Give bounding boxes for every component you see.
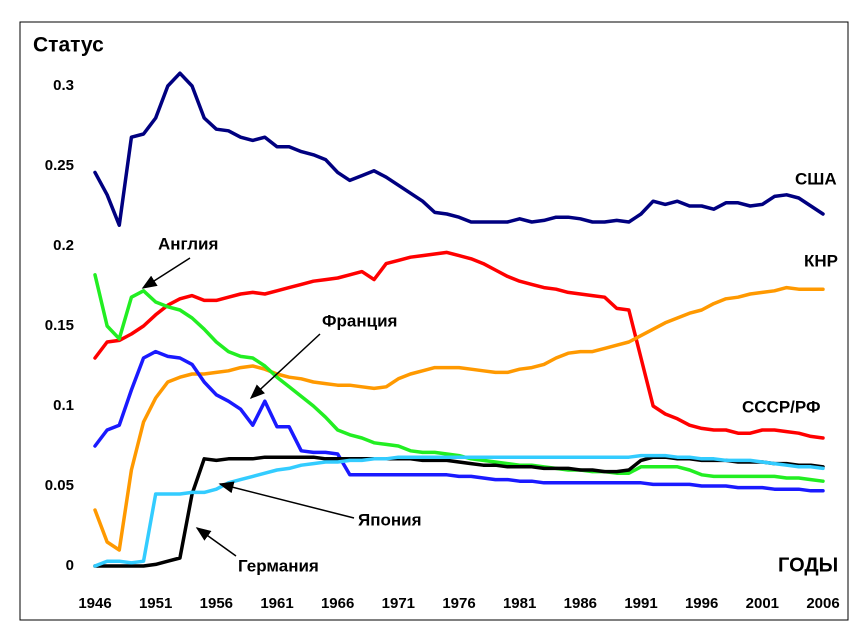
y-tick-label: 0.05 bbox=[45, 477, 74, 494]
series-line bbox=[93, 285, 825, 552]
annotation-arrow bbox=[249, 333, 321, 400]
x-tick-label: 1976 bbox=[442, 595, 475, 612]
series-label: КНР bbox=[804, 251, 838, 270]
y-axis-label: Статус bbox=[33, 34, 104, 57]
series-line bbox=[93, 453, 825, 568]
x-tick-label: 1986 bbox=[564, 595, 597, 612]
series-line bbox=[93, 250, 825, 440]
series-line bbox=[93, 349, 825, 493]
series-label: СССР/РФ bbox=[742, 397, 821, 416]
annotation-arrow bbox=[141, 257, 191, 289]
x-tick-label: 2006 bbox=[806, 595, 839, 612]
series-label: Франция bbox=[322, 311, 397, 330]
y-tick-label: 0.2 bbox=[53, 237, 74, 254]
frame bbox=[19, 21, 849, 621]
series-label: США bbox=[795, 169, 837, 188]
annotation-arrow bbox=[195, 527, 237, 557]
series-label: Германия bbox=[238, 556, 319, 575]
series-label: Англия bbox=[158, 234, 218, 253]
annotation-arrow bbox=[218, 481, 355, 519]
x-tick-label: 1961 bbox=[260, 595, 293, 612]
x-tick-label: 1946 bbox=[78, 595, 111, 612]
y-tick-label: 0.25 bbox=[45, 157, 74, 174]
x-tick-label: 1996 bbox=[685, 595, 718, 612]
x-tick-label: 1991 bbox=[624, 595, 657, 612]
x-axis-label: ГОДЫ bbox=[778, 554, 838, 576]
y-tick-label: 0 bbox=[66, 557, 74, 574]
series-label: Япония bbox=[358, 510, 422, 529]
x-tick-label: 1956 bbox=[200, 595, 233, 612]
y-tick-label: 0.3 bbox=[53, 77, 74, 94]
x-tick-label: 1971 bbox=[382, 595, 415, 612]
series-line bbox=[93, 71, 825, 227]
x-tick-label: 2001 bbox=[746, 595, 779, 612]
y-tick-label: 0.1 bbox=[53, 397, 74, 414]
x-tick-label: 1951 bbox=[139, 595, 172, 612]
y-tick-label: 0.15 bbox=[45, 317, 74, 334]
x-tick-label: 1981 bbox=[503, 595, 536, 612]
x-tick-label: 1966 bbox=[321, 595, 354, 612]
